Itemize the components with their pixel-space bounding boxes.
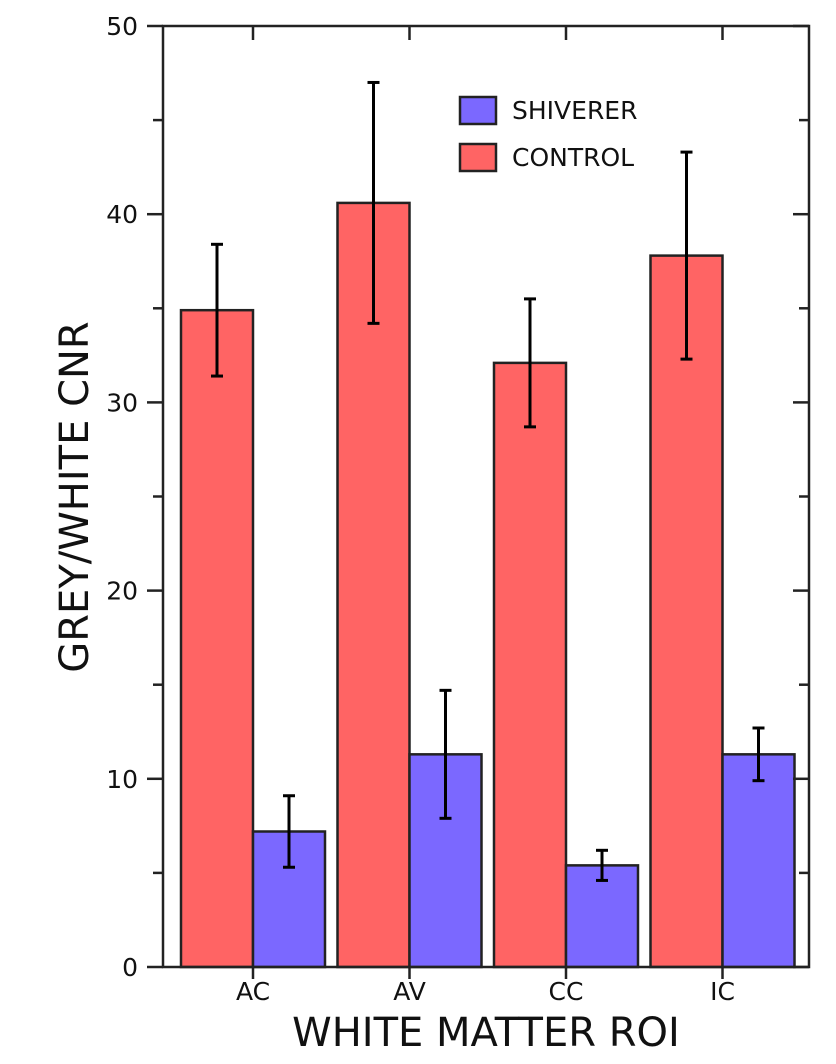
y-axis-title: GREY/WHITE CNR xyxy=(52,321,98,672)
x-axis-title: WHITE MATTER ROI xyxy=(292,1010,680,1056)
x-tick-label-av: AV xyxy=(393,977,426,1006)
y-tick-label-20: 20 xyxy=(106,577,138,606)
legend-label-control: CONTROL xyxy=(512,143,634,172)
x-tick-label-cc: CC xyxy=(549,977,584,1006)
error-bar-control-ac xyxy=(211,242,223,378)
x-tick-label-ac: AC xyxy=(236,977,270,1006)
error-bar-control-cc xyxy=(524,297,536,429)
y-tick-label-0: 0 xyxy=(122,953,138,982)
y-tick-label-10: 10 xyxy=(106,765,138,794)
error-bar-shiverer-ic xyxy=(752,726,765,783)
x-tick-label-ic: IC xyxy=(710,977,735,1006)
legend-swatch-shiverer xyxy=(458,95,498,126)
ticks-layer xyxy=(147,24,809,979)
x-tick-labels: AC AV CC IC xyxy=(236,977,735,1006)
error-bar-shiverer-cc xyxy=(596,848,608,882)
error-bar-control-ic xyxy=(680,150,693,361)
error-bar-shiverer-av xyxy=(439,688,452,820)
y-tick-label-30: 30 xyxy=(106,388,138,417)
bar-control-ic xyxy=(649,254,724,969)
legend-swatch-control xyxy=(458,142,498,173)
legend-item-shiverer: SHIVERER xyxy=(458,95,637,126)
bar-shiverer-ic xyxy=(721,753,796,969)
error-bar-control-av xyxy=(367,80,380,325)
error-bars-layer xyxy=(211,80,765,882)
bar-control-cc xyxy=(492,361,568,969)
bar-control-av xyxy=(336,201,411,969)
legend: SHIVERER CONTROL xyxy=(458,95,637,173)
bar-control-ac xyxy=(179,308,255,969)
y-tick-label-50: 50 xyxy=(106,12,138,41)
legend-label-shiverer: SHIVERER xyxy=(512,96,637,125)
legend-item-control: CONTROL xyxy=(458,142,634,173)
y-tick-label-40: 40 xyxy=(106,200,138,229)
y-tick-labels: 0 10 20 30 40 50 xyxy=(106,12,138,982)
bar-shiverer-cc xyxy=(564,864,640,969)
error-bar-shiverer-ac xyxy=(283,794,295,869)
bars-layer xyxy=(179,201,796,969)
